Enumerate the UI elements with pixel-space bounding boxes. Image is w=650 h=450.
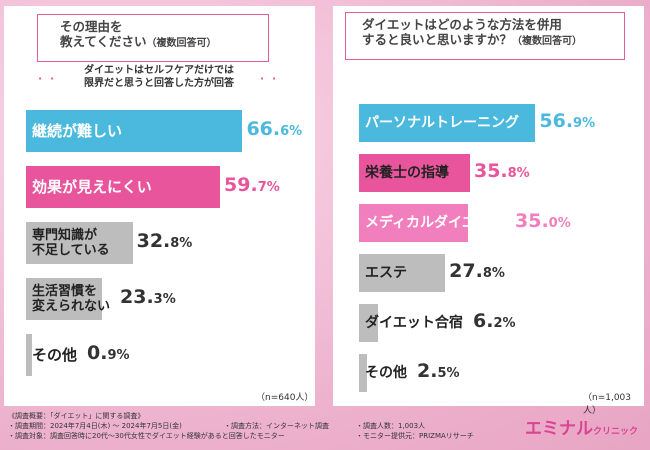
bar-value-dec: 9% (107, 348, 130, 363)
bar-value-int: 66. (246, 118, 281, 140)
survey-count: ・調査人数：1,003人 (356, 422, 426, 430)
bar-6 (359, 354, 367, 392)
bar-value-dec: 7% (257, 180, 280, 195)
right-question-box: ダイエットはどのような方法を併用 すると良いと思いますか？（複数回答可） (345, 12, 625, 60)
left-question-box: その理由を 教えてください（複数回答可） (37, 14, 269, 62)
bar-1 (26, 110, 243, 152)
bar-label-line: その他 (32, 345, 78, 364)
right-question-line2: すると良いと思いますか？ (362, 32, 513, 47)
bar-value-1: 66.6% (246, 118, 302, 140)
bar-3 (359, 204, 468, 242)
bar-value-int: 23. (120, 286, 154, 308)
bar-1 (359, 104, 536, 142)
bar-value-int: 6. (473, 310, 494, 332)
bar-3 (26, 222, 133, 264)
bar-value-4: 23.3% (120, 286, 176, 308)
bar-value-int: 0. (87, 342, 108, 364)
left-question-line1: その理由を (60, 19, 123, 34)
brand-sub: クリニック (593, 427, 639, 437)
left-note-dots-left: · · (38, 72, 57, 85)
right-question-suffix: （複数回答可） (512, 36, 583, 47)
bar-value-6: 2.5% (417, 360, 460, 382)
right-n-label: （n=1,003人） (583, 393, 632, 416)
bar-value-1: 56.9% (539, 110, 595, 132)
bar-label-line: 生活習慣を (32, 284, 98, 299)
bar-value-dec: 9% (573, 116, 596, 131)
bar-value-2: 59.7% (224, 174, 280, 196)
bar-label-5: ダイエット合宿 (365, 315, 463, 331)
bar-2 (359, 154, 470, 192)
bar-label-3: メディカルダイエット (365, 215, 504, 231)
left-panel: その理由を 教えてください（複数回答可） · · · · ダイエットはセルフケア… (4, 6, 315, 406)
right-panel: ダイエットはどのような方法を併用 すると良いと思いますか？（複数回答可） パーソ… (333, 6, 644, 416)
bar-label-3: 専門知識が 不足している (32, 228, 110, 258)
bar-label-4: エステ (365, 265, 407, 281)
bar-value-int: 35. (473, 160, 508, 182)
bar-value-5: 6.2% (473, 310, 516, 332)
bar-label-line: エステ (365, 265, 407, 281)
bar-value-int: 2. (417, 360, 438, 382)
left-n-label: （n=640人） (256, 393, 314, 403)
left-note-line2: 限界だと思うと回答した方が回答 (84, 78, 234, 89)
bar-label-line: ダイエット合宿 (365, 315, 463, 331)
survey-title: 《調査概要：「ダイエット」に関する調査》 (8, 412, 145, 420)
bar-value-dec: 3% (153, 292, 176, 307)
bar-value-2: 35.8% (474, 160, 530, 182)
bar-value-4: 27.8% (449, 260, 505, 282)
brand-main: エミナル (525, 419, 593, 439)
bar-label-line: 専門知識が (32, 228, 98, 243)
bar-value-dec: 0% (548, 216, 571, 231)
left-note-dots-right: · · (260, 72, 279, 85)
bar-label-line: 効果が見えにくい (32, 177, 152, 196)
bar-value-dec: 8% (482, 266, 505, 281)
bar-label-2: 栄養士の指導 (365, 165, 449, 181)
bar-value-dec: 2% (493, 316, 516, 331)
bar-label-line: 変えられない (32, 299, 111, 314)
bar-value-int: 56. (539, 110, 574, 132)
bar-5 (26, 334, 32, 376)
bar-label-line: パーソナルトレーニング (365, 115, 519, 131)
survey-target: ・調査対象：調査回答時に20代～30代女性でダイエット経験があると回答したモニタ… (8, 432, 285, 440)
bar-label-1: 継続が難しい (32, 121, 123, 140)
bar-value-dec: 8% (507, 166, 530, 181)
right-question-line1: ダイエットはどのような方法を併用 (362, 17, 562, 32)
bar-label-4: 生活習慣を 変えられない (32, 284, 110, 314)
bar-value-dec: 5% (437, 366, 460, 381)
survey-provider: ・モニター提供元：PRIZMAリサーチ (356, 432, 474, 440)
bar-4 (359, 254, 446, 292)
footer: 《調査概要：「ダイエット」に関する調査》 ・調査期間：2024年7月4日(木) … (0, 410, 650, 450)
bar-value-int: 35. (515, 210, 549, 232)
bar-label-line: メディカルダイエット (365, 215, 504, 231)
bar-value-int: 59. (224, 174, 258, 196)
left-note: ダイエットはセルフケアだけでは 限界だと思うと回答した方が回答 (44, 64, 274, 90)
left-note-line1: ダイエットはセルフケアだけでは (84, 65, 234, 76)
left-question-line2: 教えてください (60, 34, 147, 49)
bar-value-5: 0.9% (87, 342, 130, 364)
bar-2 (26, 166, 221, 208)
bar-value-dec: 8% (170, 236, 193, 251)
left-question-suffix: （複数回答可） (146, 38, 217, 49)
survey-period: ・調査期間：2024年7月4日(木) ～ 2024年7月5日(金) (8, 422, 182, 430)
bar-value-3: 32.8% (137, 230, 193, 252)
brand-logo: エミナルクリニック (525, 414, 638, 439)
bar-label-line: 栄養士の指導 (365, 165, 449, 181)
bar-label-6: その他 (365, 365, 407, 381)
bar-5 (359, 304, 379, 342)
bar-label-line: その他 (365, 365, 407, 381)
bar-4 (26, 278, 102, 320)
bar-label-2: 効果が見えにくい (32, 177, 152, 196)
bar-label-1: パーソナルトレーニング (365, 115, 519, 131)
survey-method: ・調査方法：インターネット調査 (224, 422, 329, 430)
bar-label-5: その他 (32, 345, 78, 364)
bar-label-line: 継続が難しい (32, 121, 123, 140)
bar-label-line: 不足している (32, 243, 110, 258)
bar-value-int: 32. (136, 230, 171, 252)
bar-value-3: 35.0% (515, 210, 571, 232)
bar-value-dec: 6% (280, 124, 303, 139)
bar-value-int: 27. (449, 260, 483, 282)
